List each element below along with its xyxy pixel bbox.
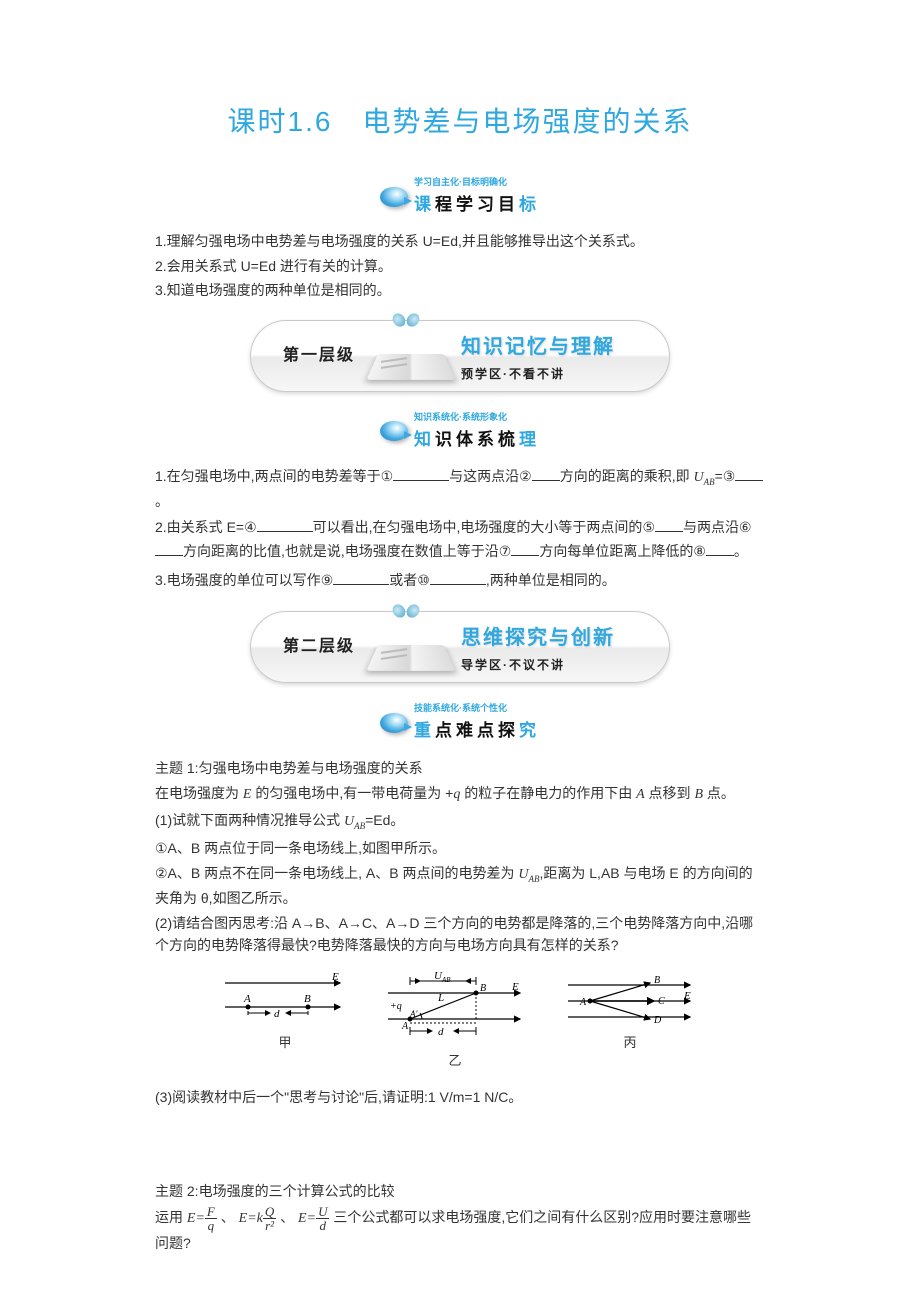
- topic1-q1b: ②A、B 两点不在同一条电场线上, A、B 两点间的电势差为 UAB,距离为 L…: [155, 862, 765, 909]
- fig-label-yi: 乙: [380, 1051, 530, 1072]
- svg-text:L: L: [437, 992, 444, 1004]
- svg-text:D: D: [653, 1015, 662, 1026]
- book-icon: [369, 604, 453, 684]
- focus-title: 重点难点探究: [414, 721, 540, 740]
- topic1-q1: (1)试就下面两种情况推导公式 UAB=Ed。: [155, 809, 765, 833]
- svg-text:B: B: [304, 993, 311, 1005]
- objective-3: 3.知道电场强度的两种单位是相同的。: [155, 279, 765, 301]
- butterfly-icon: [393, 604, 419, 624]
- topic1-q3: (3)阅读教材中后一个"思考与讨论"后,请证明:1 V/m=1 N/C。: [155, 1086, 765, 1108]
- level1-main: 知识记忆与理解: [461, 331, 615, 363]
- svg-text:A: A: [579, 997, 587, 1008]
- fig-label-jia: 甲: [220, 1033, 350, 1054]
- topic2-title: 主题 2:电场强度的三个计算公式的比较: [155, 1180, 765, 1202]
- objective-1: 1.理解匀强电场中电势差与电场强度的关系 U=Ed,并且能够推导出这个关系式。: [155, 230, 765, 252]
- figure-row: E A B d 甲: [155, 971, 765, 1072]
- svg-text:E: E: [511, 981, 519, 993]
- svg-text:A': A': [409, 1009, 418, 1019]
- topic2-body: 运用 E=Fq 、 E=kQr² 、 E=Ud 三个公式都可以求电场强度,它们之…: [155, 1205, 765, 1254]
- svg-text:UAB: UAB: [434, 971, 451, 984]
- knowledge-line-1: 1.在匀强电场中,两点间的电势差等于①与这两点沿②方向的距离的乘积,即 UAB=…: [155, 465, 765, 512]
- level2-sub: 导学区·不议不讲: [461, 656, 615, 675]
- objective-2: 2.会用关系式 U=Ed 进行有关的计算。: [155, 255, 765, 277]
- level2-label: 第二层级: [283, 634, 355, 660]
- bubble-icon: [380, 713, 408, 733]
- svg-text:+q: +q: [390, 1001, 402, 1012]
- knowledge-subtitle: 知识系统化·系统形象化: [414, 410, 540, 424]
- svg-text:A: A: [401, 1021, 409, 1032]
- svg-text:B: B: [480, 983, 486, 994]
- butterfly-icon: [393, 313, 419, 333]
- focus-header: 技能系统化·系统个性化 重点难点探究: [155, 701, 765, 745]
- focus-subtitle: 技能系统化·系统个性化: [414, 701, 540, 715]
- figure-yi: UAB E A B L +q A': [380, 971, 530, 1072]
- svg-text:E: E: [331, 971, 339, 983]
- svg-text:d: d: [438, 1026, 444, 1038]
- figure-bing: E A B C D 丙: [560, 971, 700, 1072]
- svg-text:B: B: [654, 975, 660, 986]
- topic1-q1a: ①A、B 两点位于同一条电场线上,如图甲所示。: [155, 837, 765, 859]
- knowledge-header: 知识系统化·系统形象化 知识体系梳理: [155, 410, 765, 454]
- book-icon: [369, 313, 453, 393]
- page-title: 课时1.6 电势差与电场强度的关系: [155, 100, 765, 145]
- knowledge-title: 知识体系梳理: [414, 430, 540, 449]
- knowledge-line-3: 3.电场强度的单位可以写作⑨或者⑩,两种单位是相同的。: [155, 569, 765, 593]
- svg-text:C: C: [658, 996, 665, 1007]
- level2-banner: 第二层级 思维探究与创新 导学区·不议不讲: [250, 611, 670, 683]
- objectives-list: 1.理解匀强电场中电势差与电场强度的关系 U=Ed,并且能够推导出这个关系式。 …: [155, 230, 765, 301]
- topic1-title: 主题 1:匀强电场中电势差与电场强度的关系: [155, 757, 765, 779]
- fig-label-bing: 丙: [560, 1033, 700, 1054]
- topic1-q2: (2)请结合图丙思考:沿 A→B、A→C、A→D 三个方向的电势都是降落的,三个…: [155, 912, 765, 957]
- svg-text:E: E: [683, 990, 691, 1002]
- svg-text:d: d: [274, 1008, 280, 1020]
- topic-1: 主题 1:匀强电场中电势差与电场强度的关系 在电场强度为 E 的匀强电场中,有一…: [155, 757, 765, 957]
- level1-banner: 第一层级 知识记忆与理解 预学区·不看不讲: [250, 320, 670, 392]
- level2-main: 思维探究与创新: [461, 622, 615, 654]
- svg-text:A: A: [243, 993, 251, 1005]
- level1-label: 第一层级: [283, 343, 355, 369]
- objectives-subtitle: 学习自主化·目标明确化: [414, 175, 540, 189]
- topic1-intro: 在电场强度为 E 的匀强电场中,有一带电荷量为 +q 的粒子在静电力的作用下由 …: [155, 782, 765, 806]
- knowledge-line-2: 2.由关系式 E=④可以看出,在匀强电场中,电场强度的大小等于两点间的⑤与两点沿…: [155, 516, 765, 565]
- objectives-title: 课程学习目标: [414, 195, 540, 214]
- bubble-icon: [380, 421, 408, 441]
- level1-sub: 预学区·不看不讲: [461, 365, 615, 384]
- bubble-icon: [380, 187, 408, 207]
- figure-jia: E A B d 甲: [220, 971, 350, 1072]
- topic-2: 主题 2:电场强度的三个计算公式的比较 运用 E=Fq 、 E=kQr² 、 E…: [155, 1180, 765, 1255]
- objectives-header: 学习自主化·目标明确化 课程学习目标: [155, 175, 765, 219]
